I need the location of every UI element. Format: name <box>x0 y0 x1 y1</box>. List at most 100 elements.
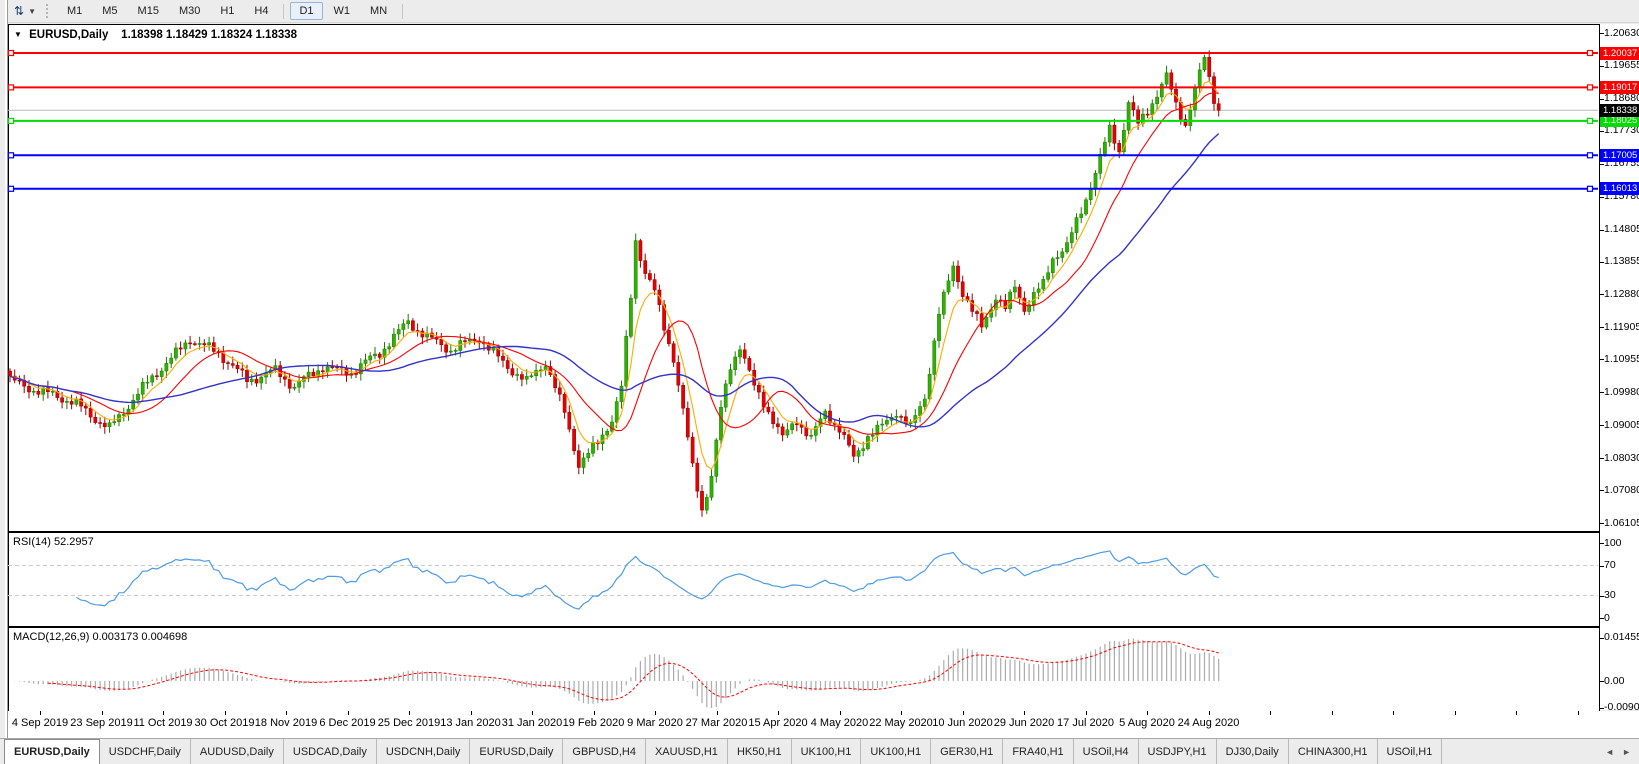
timeframe-button-h1[interactable]: H1 <box>220 5 235 17</box>
price-tick-mark <box>1600 163 1604 165</box>
chart-tab-fra40-h1[interactable]: FRA40,H1 <box>1003 739 1074 764</box>
date-tick-label: 23 Sep 2019 <box>70 717 133 729</box>
chart-tab-audusd-daily[interactable]: AUDUSD,Daily <box>191 739 284 764</box>
chart-tab-usoil-h4[interactable]: USOil,H4 <box>1074 739 1139 764</box>
price-tick-mark <box>1600 261 1604 263</box>
chart-tab-eurusd-daily[interactable]: EURUSD,Daily <box>4 739 100 764</box>
level-price-label: 1.20037 <box>1600 46 1639 60</box>
date-tick-mark <box>962 711 964 715</box>
chart-tab-usdjpy-h1[interactable]: USDJPY,H1 <box>1139 739 1217 764</box>
rsi-tick-mark <box>1600 565 1604 567</box>
price-tick-mark <box>1600 490 1604 492</box>
timeframe-button-m30[interactable]: M30 <box>178 5 201 17</box>
timeframe-button-d1[interactable]: D1 <box>290 2 323 20</box>
chart-tab-xauusd-h1[interactable]: XAUUSD,H1 <box>646 739 728 764</box>
tab-scroll-arrows: ◄ ► <box>1597 739 1639 764</box>
price-tick-label: 1.09005 <box>1604 418 1639 431</box>
chart-tab-usdcad-daily[interactable]: USDCAD,Daily <box>284 739 377 764</box>
date-tick-label: 15 Apr 2020 <box>748 717 808 729</box>
macd-tick-label: 0.0145565 <box>1604 631 1639 644</box>
price-tick-mark <box>1600 327 1604 329</box>
chart-tab-eurusd-daily[interactable]: EURUSD,Daily <box>470 739 564 764</box>
timeframe-button-m5[interactable]: M5 <box>102 5 118 17</box>
main-chart-panel[interactable] <box>8 24 1600 532</box>
macd-tick-mark <box>1600 637 1604 639</box>
price-tick-label: 1.06105 <box>1604 516 1639 529</box>
chart-menu-caret[interactable]: ▼ <box>14 30 22 39</box>
date-tick-label: 30 Oct 2019 <box>194 717 255 729</box>
macd-tick-label: 0.00 <box>1604 674 1625 687</box>
rsi-tick-label: 100 <box>1604 536 1622 549</box>
rsi-tick-label: 30 <box>1604 589 1616 601</box>
chart-title: ▼ EURUSD,Daily 1.18398 1.18429 1.18324 1… <box>14 29 297 41</box>
toolbar-dropdown-caret[interactable]: ▼ <box>28 6 36 16</box>
timeframe-button-mn[interactable]: MN <box>370 5 388 17</box>
price-tick-mark <box>1600 98 1604 100</box>
date-tick-label: 25 Dec 2019 <box>377 717 441 729</box>
price-tick-label: 1.12880 <box>1604 287 1639 300</box>
date-tick-mark <box>1331 711 1333 715</box>
timeframe-button-h4[interactable]: H4 <box>254 5 269 17</box>
date-axis[interactable] <box>8 711 1639 738</box>
date-tick-mark <box>40 711 41 715</box>
chart-tab-uk100-h1[interactable]: UK100,H1 <box>861 739 932 764</box>
date-tick-mark <box>901 711 902 715</box>
toolbar-separator <box>283 3 285 19</box>
date-tick-mark <box>1208 711 1210 715</box>
date-tick-mark <box>409 711 410 715</box>
price-tick-mark <box>1600 196 1604 198</box>
price-axis[interactable] <box>1600 24 1639 710</box>
date-tick-label: 18 Nov 2019 <box>254 717 318 729</box>
chart-tab-uk100-h1[interactable]: UK100,H1 <box>792 739 862 764</box>
tab-scroll-right-icon[interactable]: ► <box>1622 746 1631 757</box>
macd-tick-mark <box>1600 681 1604 682</box>
main-chart-canvas[interactable] <box>7 23 1599 531</box>
chart-tab-usdchf-daily[interactable]: USDCHF,Daily <box>100 739 191 764</box>
date-tick-label: 29 Jun 2020 <box>993 717 1055 729</box>
price-tick-label: 1.11905 <box>1604 320 1639 333</box>
rsi-canvas[interactable] <box>7 531 1599 626</box>
chart-tab-usdcnh-daily[interactable]: USDCNH,Daily <box>377 739 471 764</box>
rsi-tick-mark <box>1600 618 1604 619</box>
chart-tab-bar: EURUSD,Daily USDCHF,Daily AUDUSD,Daily USDC… <box>0 738 1639 764</box>
price-tick-label: 1.13855 <box>1604 255 1639 268</box>
date-tick-mark <box>593 711 595 715</box>
date-tick-mark <box>1577 711 1579 715</box>
date-tick-label: 5 Aug 2020 <box>1119 717 1175 729</box>
level-price-label: 1.16013 <box>1600 182 1639 196</box>
price-tick-mark <box>1600 359 1604 361</box>
date-tick-mark <box>839 711 841 715</box>
tab-scroll-left-icon[interactable]: ◄ <box>1605 746 1615 757</box>
date-tick-label: 9 Mar 2020 <box>627 717 683 729</box>
chart-ohlc-values: 1.18398 1.18429 1.18324 1.18338 <box>121 29 298 41</box>
timeframe-button-w1[interactable]: W1 <box>333 5 351 17</box>
timeframe-button-m15[interactable]: M15 <box>137 5 159 17</box>
price-tick-label: 1.18680 <box>1604 92 1639 105</box>
date-tick-label: 17 Jul 2020 <box>1057 717 1114 729</box>
chart-tab-hk50-h1[interactable]: HK50,H1 <box>728 739 792 764</box>
chart-tab-usoil-h1[interactable]: USOil,H1 <box>1378 739 1443 764</box>
macd-tick-label: -0.00900 <box>1604 701 1639 714</box>
date-tick-mark <box>1393 711 1394 715</box>
macd-panel[interactable] <box>8 627 1600 712</box>
date-tick-label: 6 Dec 2019 <box>319 717 376 729</box>
chart-tab-dj30-daily[interactable]: DJ30,Daily <box>1217 739 1289 764</box>
current-price-label: 1.18338 <box>1600 103 1639 117</box>
date-tick-label: 27 Mar 2020 <box>685 717 748 729</box>
price-tick-mark <box>1600 65 1604 67</box>
price-tick-mark <box>1600 523 1604 524</box>
date-tick-mark <box>532 711 533 715</box>
date-tick-mark <box>655 711 656 715</box>
macd-canvas[interactable] <box>7 626 1599 711</box>
chart-tab-gbpusd-h4[interactable]: GBPUSD,H4 <box>563 739 646 764</box>
date-tick-label: 10 Jun 2020 <box>932 717 993 729</box>
price-tick-mark <box>1600 392 1604 394</box>
date-tick-mark <box>224 711 226 715</box>
toolbar-grip[interactable] <box>45 4 51 18</box>
price-tick-mark <box>1600 294 1604 296</box>
chart-tab-ger30-h1[interactable]: GER30,H1 <box>931 739 1004 764</box>
date-tick-mark <box>716 711 718 715</box>
pointer-arrows-icon[interactable]: ⇅ <box>14 4 25 18</box>
timeframe-button-m1[interactable]: M1 <box>66 5 83 17</box>
chart-tab-china300-h1[interactable]: CHINA300,H1 <box>1289 739 1378 764</box>
